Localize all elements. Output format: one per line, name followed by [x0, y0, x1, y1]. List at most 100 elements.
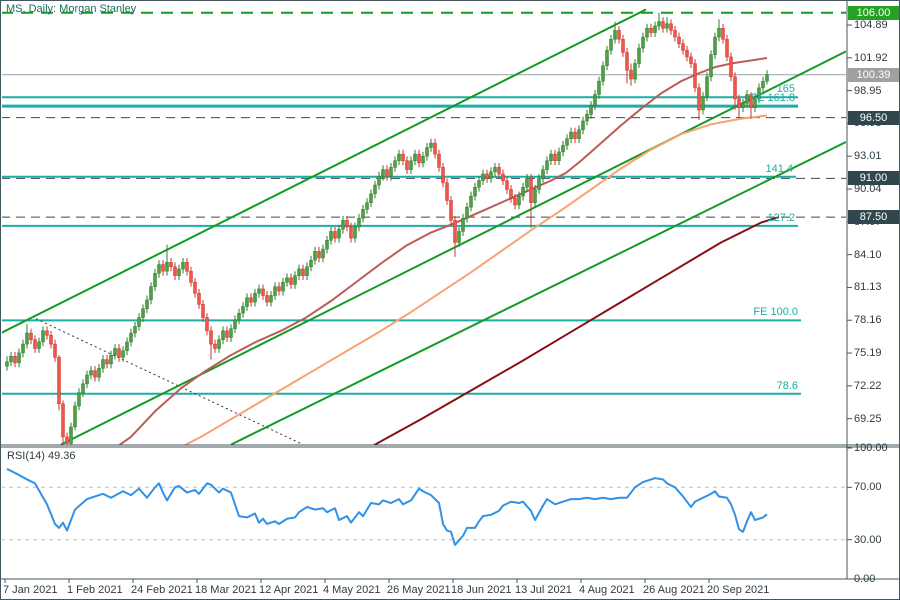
candle: [237, 312, 241, 321]
candle: [49, 335, 53, 345]
candle: [737, 98, 741, 108]
candle: [521, 187, 525, 197]
candle: [261, 288, 265, 296]
candle: [173, 266, 177, 276]
candle: [637, 47, 641, 64]
candle: [181, 262, 185, 270]
price-axis-label: 104.89: [854, 19, 888, 31]
candle: [573, 131, 577, 139]
candle: [537, 178, 541, 190]
candle: [61, 403, 65, 438]
rsi-pane: [2, 468, 846, 546]
candle: [129, 332, 133, 343]
candle: [749, 94, 753, 108]
candle: [425, 147, 429, 157]
candle: [189, 270, 193, 283]
fib-level-label: 165: [776, 83, 795, 96]
candle: [349, 226, 353, 239]
candle: [541, 169, 545, 179]
price-axis-label: 69.25: [854, 412, 882, 425]
candle: [337, 228, 341, 239]
candle: [149, 286, 153, 301]
chart-title: MS, Daily: Morgan Stanley: [6, 3, 137, 15]
candle: [45, 330, 49, 336]
candle: [193, 281, 197, 294]
candle: [429, 142, 433, 148]
dotted-trendline: [35, 318, 304, 445]
candle: [753, 98, 757, 108]
candle: [73, 405, 77, 428]
candle: [509, 189, 513, 199]
date-axis-label: 24 Feb 2021: [131, 584, 193, 596]
candle: [317, 251, 321, 259]
candle: [385, 169, 389, 177]
candle: [569, 131, 573, 139]
candle: [225, 330, 229, 338]
candle: [513, 198, 517, 206]
price-axis-label: 84.10: [854, 248, 882, 261]
candle: [177, 268, 181, 276]
candle: [661, 21, 665, 29]
candle: [645, 27, 649, 38]
price-level-box: 106.00: [848, 5, 899, 20]
candle: [625, 52, 629, 71]
candle: [141, 308, 145, 318]
ma-mid-line: [183, 114, 768, 445]
candle: [65, 436, 69, 444]
candle: [37, 341, 41, 349]
candle: [557, 151, 561, 161]
candle: [293, 275, 297, 285]
candle: [353, 226, 357, 239]
candle: [613, 30, 617, 40]
candle: [125, 341, 129, 351]
candle: [101, 359, 105, 369]
candle: [301, 268, 305, 276]
candle: [633, 63, 637, 80]
candle: [417, 153, 421, 164]
candle: [609, 38, 613, 51]
candle: [481, 173, 485, 181]
candle: [93, 370, 97, 378]
candle: [685, 50, 689, 58]
fib-level-label: 127.2: [767, 211, 795, 224]
candle: [377, 175, 381, 186]
candle: [465, 206, 469, 219]
candle: [361, 209, 365, 219]
candle: [33, 339, 37, 349]
candle: [721, 27, 725, 40]
candle: [229, 328, 233, 338]
candle: [21, 343, 25, 354]
candle: [673, 30, 677, 38]
candle: [485, 173, 489, 179]
candle: [245, 297, 249, 307]
candle: [461, 217, 465, 232]
rsi-line: [6, 468, 768, 546]
fib-level-label: FE 161.8: [750, 92, 795, 105]
candle: [241, 306, 245, 314]
candle: [53, 343, 57, 358]
candle: [733, 76, 737, 100]
candle: [577, 129, 581, 139]
candle: [597, 80, 601, 95]
candle: [109, 354, 113, 365]
candle: [389, 167, 393, 177]
candle: [697, 87, 701, 111]
candle: [477, 180, 481, 188]
rsi-axis-label: 70.00: [854, 481, 882, 494]
candle: [529, 178, 533, 203]
candle: [105, 359, 109, 365]
candle: [457, 231, 461, 243]
price-axis-label: 81.13: [854, 281, 882, 294]
date-axis-label: 12 Apr 2021: [259, 584, 319, 596]
candle: [561, 145, 565, 153]
candle: [133, 326, 137, 334]
fib-level-label: FE 100.0: [753, 306, 798, 319]
date-axis-label: 18 Jun 2021: [451, 584, 512, 596]
candle: [761, 80, 765, 89]
candle: [641, 36, 645, 49]
candle: [493, 167, 497, 173]
candle: [433, 142, 437, 155]
price-axis-label: 93.01: [854, 150, 882, 163]
date-axis-label: 7 Jan 2021: [3, 584, 58, 596]
